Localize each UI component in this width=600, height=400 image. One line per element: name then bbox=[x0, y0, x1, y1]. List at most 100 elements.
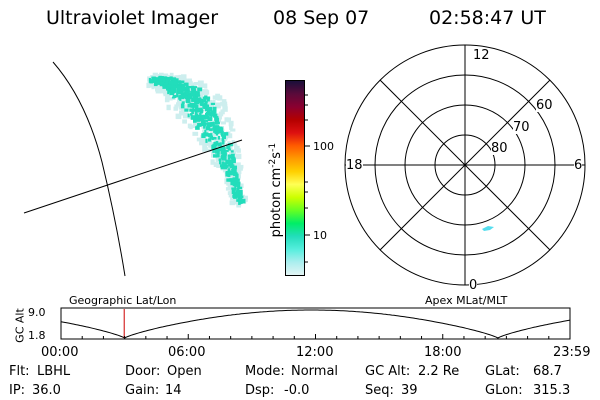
aurora-pixel bbox=[192, 86, 198, 89]
aurora-pixel bbox=[180, 80, 185, 84]
aurora-pixel bbox=[229, 178, 234, 182]
aurora-pixel bbox=[187, 86, 193, 89]
filter-value: LBHL bbox=[37, 364, 71, 379]
aurora-pixel bbox=[236, 187, 240, 192]
aurora-pixel bbox=[205, 111, 211, 116]
aurora-pixel bbox=[168, 88, 172, 93]
aurora-pixel bbox=[240, 198, 246, 204]
aurora-pixel bbox=[225, 171, 229, 176]
aurora-pixel bbox=[232, 177, 238, 182]
aurora-pixel bbox=[220, 149, 226, 153]
dsp-label: Dsp: bbox=[245, 383, 275, 398]
y-tick-9: 9.0 bbox=[28, 306, 46, 319]
aurora-pixel bbox=[200, 101, 203, 106]
seq-value: 39 bbox=[401, 383, 418, 398]
aurora-pixel bbox=[183, 82, 188, 86]
aurora-pixel bbox=[175, 78, 179, 84]
x-tick-2359: 23:59 bbox=[553, 345, 591, 360]
aurora-pixel bbox=[240, 183, 244, 188]
aurora-pixel bbox=[201, 83, 207, 88]
aurora-pixel bbox=[191, 109, 196, 112]
aurora-pixel bbox=[164, 76, 167, 80]
seq-label: Seq: bbox=[365, 383, 394, 398]
geographic-latlon-label: Geographic Lat/Lon bbox=[69, 294, 177, 307]
aurora-pixel bbox=[146, 83, 152, 88]
aurora-pixel bbox=[203, 123, 207, 127]
aurora-pixel bbox=[212, 148, 215, 153]
aurora-pixel bbox=[220, 167, 224, 170]
aurora-pixel bbox=[228, 173, 233, 179]
aurora-pixel bbox=[206, 148, 212, 153]
aurora-pixel bbox=[210, 121, 215, 127]
aurora-pixel bbox=[207, 133, 213, 138]
aurora-pixel bbox=[155, 83, 160, 90]
aurora-pixel bbox=[176, 89, 181, 95]
aurora-pixel bbox=[229, 200, 236, 206]
aurora-pixel bbox=[169, 97, 173, 101]
aurora-pixel bbox=[163, 82, 169, 86]
aurora-pixel bbox=[196, 99, 200, 105]
aurora-pixel bbox=[222, 137, 226, 143]
aurora-pixel bbox=[237, 194, 240, 198]
door-value: Open bbox=[167, 364, 202, 379]
timeline-x-ticks bbox=[60, 334, 571, 339]
aurora-pixel bbox=[201, 124, 205, 129]
mode-value: Normal bbox=[291, 364, 339, 379]
glon-label: GLon: bbox=[485, 383, 523, 398]
aurora-pixel bbox=[235, 153, 242, 160]
aurora-pixel bbox=[238, 186, 243, 190]
lat-label-60: 60 bbox=[536, 98, 553, 113]
aurora-pixel bbox=[212, 95, 218, 100]
aurora-pixel bbox=[175, 113, 182, 119]
aurora-pixel bbox=[213, 126, 216, 130]
aurora-pixel bbox=[236, 182, 240, 186]
polar-aurora-spot bbox=[482, 226, 494, 231]
aurora-pixel bbox=[178, 106, 183, 110]
aurora-pixel bbox=[211, 144, 216, 148]
apex-mlat-mlt-label: Apex MLat/MLT bbox=[425, 294, 508, 307]
aurora-pixel bbox=[151, 82, 156, 86]
aurora-pixel bbox=[184, 108, 189, 112]
aurora-pixel bbox=[213, 154, 218, 158]
aurora-pixel bbox=[197, 122, 202, 127]
aurora-pixel bbox=[195, 126, 200, 130]
aurora-pixel bbox=[170, 85, 174, 88]
aurora-pixel bbox=[191, 102, 196, 107]
glon-value: 315.3 bbox=[533, 383, 571, 398]
mlt-label-midnight: 0 bbox=[469, 278, 478, 293]
x-tick-1800: 18:00 bbox=[424, 345, 462, 360]
aurora-pixel bbox=[192, 105, 195, 111]
x-tick-0600: 06:00 bbox=[168, 345, 206, 360]
x-tick-0000: 00:00 bbox=[41, 345, 79, 360]
aurora-pixel bbox=[236, 191, 240, 196]
aurora-pixel bbox=[221, 161, 225, 166]
aurora-pixel bbox=[211, 138, 214, 141]
aurora-pixel bbox=[206, 122, 211, 127]
aurora-pixel bbox=[178, 95, 181, 100]
aurora-pixel bbox=[219, 160, 222, 165]
aurora-pixel bbox=[178, 99, 182, 105]
aurora-pixel bbox=[202, 147, 208, 152]
aurora-pixel bbox=[216, 117, 220, 123]
colorbar-tick-10: 10 bbox=[313, 229, 327, 242]
aurora-pixel bbox=[217, 149, 220, 154]
aurora-pixel bbox=[201, 114, 207, 118]
aurora-pixel bbox=[236, 170, 242, 175]
aurora-pixel bbox=[203, 140, 208, 146]
aurora-pixel bbox=[162, 76, 166, 81]
aurora-pixel bbox=[205, 132, 209, 137]
aurora-pixel bbox=[183, 96, 187, 102]
aurora-pixel bbox=[186, 97, 189, 100]
aurora-pixel bbox=[228, 143, 233, 147]
aurora-pixel bbox=[217, 148, 221, 152]
aurora-pixel bbox=[202, 122, 207, 125]
aurora-pixel bbox=[206, 101, 210, 107]
aurora-pixel bbox=[162, 80, 166, 83]
aurora-pixel bbox=[192, 131, 199, 136]
aurora-pixel bbox=[231, 190, 236, 195]
colorbar-tick-100: 100 bbox=[313, 140, 334, 153]
aurora-pixel bbox=[192, 97, 197, 102]
aurora-pixel bbox=[202, 91, 209, 96]
aurora-pixel bbox=[177, 102, 183, 106]
filter-label: Flt: bbox=[9, 364, 30, 379]
